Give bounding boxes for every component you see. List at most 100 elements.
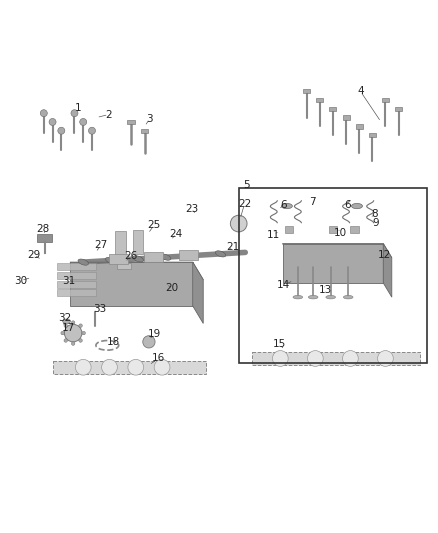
Text: 19: 19	[148, 329, 161, 340]
Ellipse shape	[188, 253, 198, 259]
Circle shape	[82, 332, 85, 335]
Polygon shape	[53, 361, 206, 374]
Circle shape	[378, 351, 393, 366]
Circle shape	[71, 110, 78, 117]
Circle shape	[79, 324, 82, 327]
Circle shape	[128, 359, 144, 375]
Polygon shape	[57, 280, 96, 287]
Text: 21: 21	[226, 242, 240, 252]
Polygon shape	[329, 107, 336, 111]
Text: 7: 7	[309, 197, 316, 207]
Polygon shape	[133, 230, 143, 254]
Circle shape	[154, 359, 170, 375]
Ellipse shape	[63, 319, 71, 324]
Text: 22: 22	[238, 199, 251, 209]
Text: 14: 14	[277, 280, 290, 290]
Text: 13: 13	[318, 285, 332, 295]
Ellipse shape	[160, 254, 171, 260]
Ellipse shape	[326, 295, 336, 299]
Polygon shape	[179, 250, 198, 260]
Polygon shape	[57, 263, 96, 270]
Polygon shape	[285, 226, 293, 233]
Text: 16: 16	[152, 353, 165, 364]
Text: 6: 6	[280, 200, 287, 210]
Text: 28: 28	[36, 224, 49, 235]
Circle shape	[61, 332, 64, 335]
Polygon shape	[57, 272, 96, 279]
Polygon shape	[252, 352, 420, 365]
Ellipse shape	[308, 295, 318, 299]
Circle shape	[71, 321, 75, 324]
Polygon shape	[382, 98, 389, 102]
Text: 12: 12	[378, 249, 391, 260]
Circle shape	[102, 359, 117, 375]
Polygon shape	[328, 226, 337, 233]
Ellipse shape	[106, 257, 116, 264]
Bar	[239, 188, 427, 363]
Circle shape	[49, 118, 56, 125]
Text: 33: 33	[93, 304, 106, 314]
Polygon shape	[141, 128, 148, 133]
Circle shape	[71, 342, 75, 345]
Polygon shape	[383, 244, 392, 297]
Text: 10: 10	[334, 228, 347, 238]
Ellipse shape	[78, 259, 88, 265]
Circle shape	[88, 127, 95, 134]
Text: 15: 15	[273, 340, 286, 350]
Text: 26: 26	[124, 252, 137, 261]
Polygon shape	[144, 252, 163, 262]
Circle shape	[64, 339, 67, 342]
Ellipse shape	[343, 295, 353, 299]
Text: 3: 3	[146, 114, 153, 124]
Ellipse shape	[133, 256, 143, 262]
Polygon shape	[395, 107, 402, 111]
Polygon shape	[109, 254, 128, 264]
Text: 8: 8	[371, 209, 378, 219]
Polygon shape	[127, 120, 135, 124]
Polygon shape	[343, 115, 350, 120]
Polygon shape	[369, 133, 376, 138]
Text: 32: 32	[58, 313, 71, 323]
Polygon shape	[57, 289, 96, 296]
Circle shape	[40, 110, 47, 117]
Text: 30: 30	[14, 276, 28, 286]
Circle shape	[75, 359, 91, 375]
Circle shape	[58, 127, 65, 134]
Polygon shape	[193, 262, 203, 324]
Polygon shape	[70, 262, 193, 306]
Circle shape	[272, 351, 288, 366]
Text: 18: 18	[106, 337, 120, 347]
Text: 27: 27	[94, 240, 107, 251]
Circle shape	[143, 336, 155, 348]
Text: 5: 5	[243, 181, 250, 190]
Text: 29: 29	[28, 249, 41, 260]
Polygon shape	[37, 233, 52, 243]
Polygon shape	[115, 231, 126, 255]
Ellipse shape	[293, 295, 303, 299]
Polygon shape	[70, 262, 203, 280]
Text: 25: 25	[148, 220, 161, 230]
Ellipse shape	[351, 204, 362, 209]
Text: 23: 23	[185, 204, 198, 214]
Circle shape	[64, 324, 82, 342]
Ellipse shape	[230, 215, 247, 232]
Polygon shape	[303, 89, 310, 93]
Circle shape	[343, 351, 358, 366]
Text: 20: 20	[166, 284, 179, 293]
Polygon shape	[356, 124, 363, 128]
Ellipse shape	[215, 251, 226, 257]
Polygon shape	[117, 263, 131, 269]
Polygon shape	[283, 244, 383, 283]
Text: 2: 2	[105, 109, 112, 119]
Circle shape	[64, 324, 67, 327]
Text: 24: 24	[170, 229, 183, 239]
Text: 31: 31	[63, 276, 76, 286]
Ellipse shape	[281, 204, 293, 209]
Text: 1: 1	[74, 103, 81, 113]
Polygon shape	[316, 98, 323, 102]
Polygon shape	[283, 244, 392, 258]
Text: 11: 11	[267, 230, 280, 240]
Text: 6: 6	[344, 200, 351, 210]
Circle shape	[307, 351, 323, 366]
Text: 4: 4	[357, 86, 364, 96]
